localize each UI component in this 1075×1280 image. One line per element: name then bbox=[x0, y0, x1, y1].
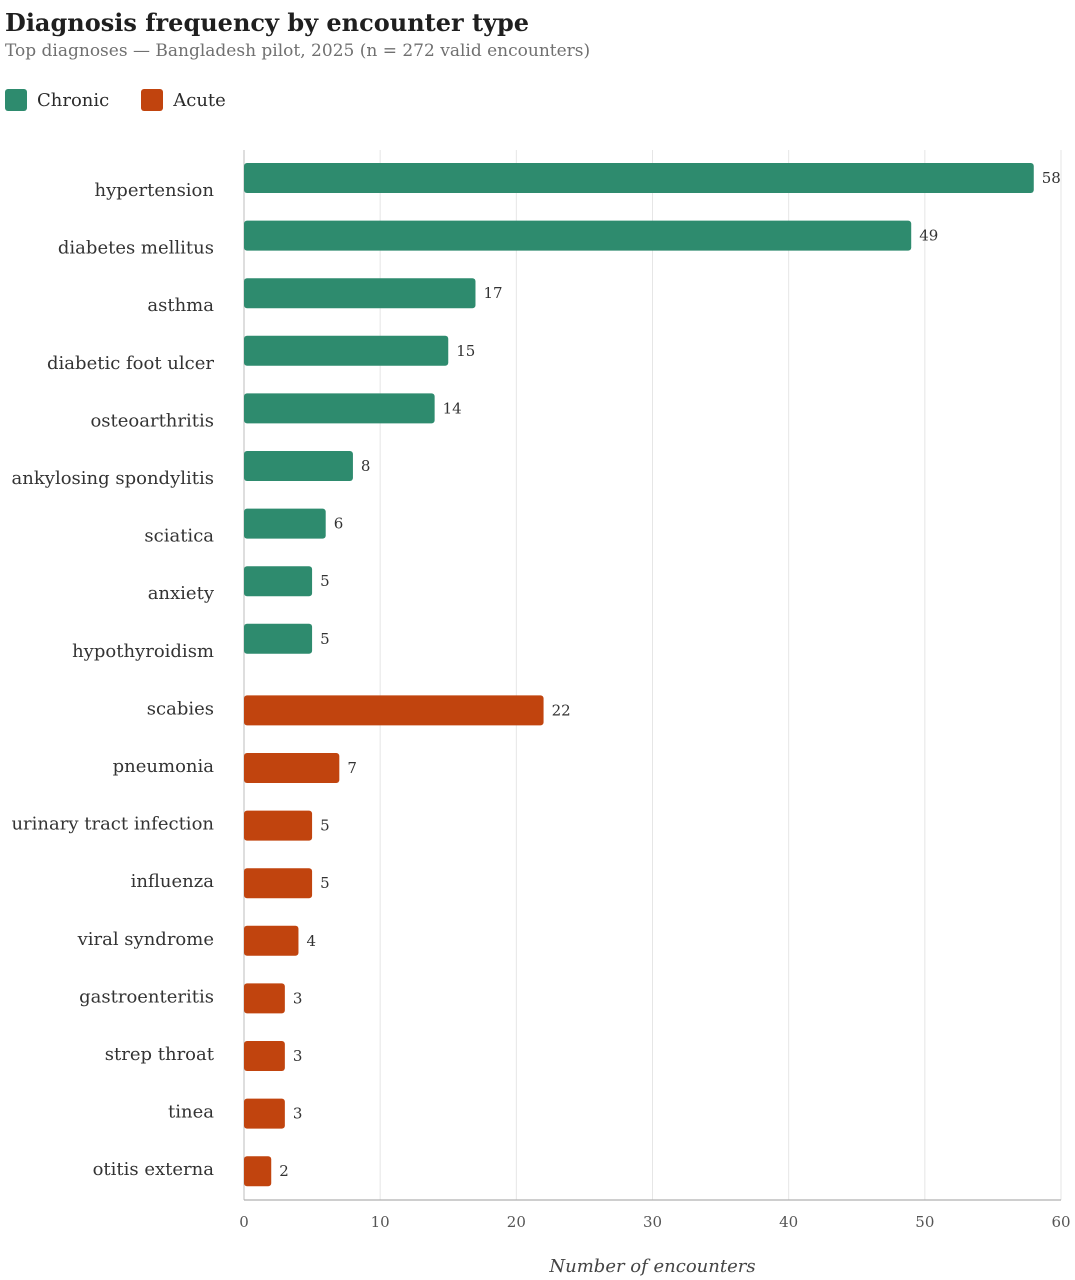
bar-pneumonia bbox=[244, 753, 340, 783]
bar-gastroenteritis bbox=[244, 983, 285, 1014]
value-label-strep-throat: 3 bbox=[293, 1047, 303, 1065]
category-label-osteoarthritis: osteoarthritis bbox=[90, 410, 214, 431]
bar-osteoarthritis bbox=[244, 393, 435, 424]
category-label-otitis-externa: otitis externa bbox=[93, 1159, 215, 1180]
category-label-tinea: tinea bbox=[168, 1102, 214, 1123]
value-label-sciatica: 6 bbox=[334, 515, 344, 533]
category-label-anxiety: anxiety bbox=[148, 583, 215, 604]
x-tick-label: 30 bbox=[643, 1213, 662, 1231]
x-tick-label: 50 bbox=[915, 1213, 934, 1231]
bar-asthma bbox=[244, 278, 476, 309]
legend-label-acute: Acute bbox=[173, 89, 226, 111]
value-label-tinea: 3 bbox=[293, 1105, 303, 1123]
category-label-sciatica: sciatica bbox=[144, 526, 214, 547]
value-label-osteoarthritis: 14 bbox=[443, 399, 462, 417]
bar-scabies bbox=[244, 695, 544, 726]
value-label-anxiety: 5 bbox=[320, 572, 330, 590]
value-label-influenza: 5 bbox=[320, 874, 330, 892]
bar-anxiety bbox=[244, 566, 313, 597]
bar-sciatica bbox=[244, 508, 326, 539]
chart-title: Diagnosis frequency by encounter type bbox=[5, 8, 530, 37]
bar-hypothyroidism bbox=[244, 623, 313, 654]
x-tick-label: 20 bbox=[507, 1213, 526, 1231]
category-label-urinary-tract-infection: urinary tract infection bbox=[11, 814, 214, 835]
category-label-hypothyroidism: hypothyroidism bbox=[72, 641, 214, 662]
bar-viral-syndrome bbox=[244, 925, 299, 956]
x-tick-label: 0 bbox=[239, 1213, 249, 1231]
bar-ankylosing-spondylitis bbox=[244, 451, 353, 481]
x-tick-label: 40 bbox=[779, 1213, 798, 1231]
category-label-diabetic-foot-ulcer: diabetic foot ulcer bbox=[47, 353, 214, 374]
value-label-otitis-externa: 2 bbox=[279, 1162, 289, 1180]
value-label-gastroenteritis: 3 bbox=[293, 989, 303, 1007]
category-label-hypertension: hypertension bbox=[95, 180, 215, 201]
legend-item-chronic[interactable]: Chronic bbox=[5, 89, 109, 111]
value-label-hypothyroidism: 5 bbox=[320, 630, 330, 648]
legend-swatch-acute bbox=[141, 89, 164, 111]
category-label-pneumonia: pneumonia bbox=[113, 756, 215, 777]
value-label-diabetic-foot-ulcer: 15 bbox=[456, 342, 475, 360]
value-label-scabies: 22 bbox=[552, 701, 571, 719]
bar-tinea bbox=[244, 1098, 285, 1129]
bar-hypertension bbox=[244, 163, 1034, 193]
chart-legend: Chronic Acute bbox=[5, 89, 258, 111]
x-axis-title: Number of encounters bbox=[548, 1256, 755, 1277]
category-label-asthma: asthma bbox=[147, 295, 214, 316]
legend-item-acute[interactable]: Acute bbox=[141, 89, 226, 111]
category-label-gastroenteritis: gastroenteritis bbox=[79, 986, 214, 1007]
value-label-viral-syndrome: 4 bbox=[306, 932, 316, 950]
value-label-hypertension: 58 bbox=[1042, 169, 1061, 187]
value-label-diabetes-mellitus: 49 bbox=[919, 227, 938, 245]
bar-diabetes-mellitus bbox=[244, 220, 912, 251]
category-label-strep-throat: strep throat bbox=[105, 1044, 215, 1065]
legend-swatch-chronic bbox=[5, 89, 27, 111]
legend-label-chronic: Chronic bbox=[37, 89, 110, 111]
bar-urinary-tract-infection bbox=[244, 810, 313, 841]
category-label-influenza: influenza bbox=[131, 871, 215, 892]
bar-strep-throat bbox=[244, 1041, 285, 1071]
bar-otitis-externa bbox=[244, 1156, 272, 1187]
value-label-pneumonia: 7 bbox=[347, 759, 357, 777]
x-tick-label: 10 bbox=[371, 1213, 390, 1231]
bar-diabetic-foot-ulcer bbox=[244, 335, 449, 366]
category-label-scabies: scabies bbox=[147, 698, 214, 719]
value-label-urinary-tract-infection: 5 bbox=[320, 817, 330, 835]
chart-subtitle: Top diagnoses — Bangladesh pilot, 2025 (… bbox=[5, 41, 591, 61]
category-label-diabetes-mellitus: diabetes mellitus bbox=[58, 238, 214, 259]
x-tick-label: 60 bbox=[1051, 1213, 1070, 1231]
bar-influenza bbox=[244, 868, 313, 899]
value-label-asthma: 17 bbox=[483, 284, 502, 302]
category-label-ankylosing-spondylitis: ankylosing spondylitis bbox=[12, 468, 214, 489]
value-label-ankylosing-spondylitis: 8 bbox=[361, 457, 371, 475]
category-label-viral-syndrome: viral syndrome bbox=[77, 929, 214, 950]
